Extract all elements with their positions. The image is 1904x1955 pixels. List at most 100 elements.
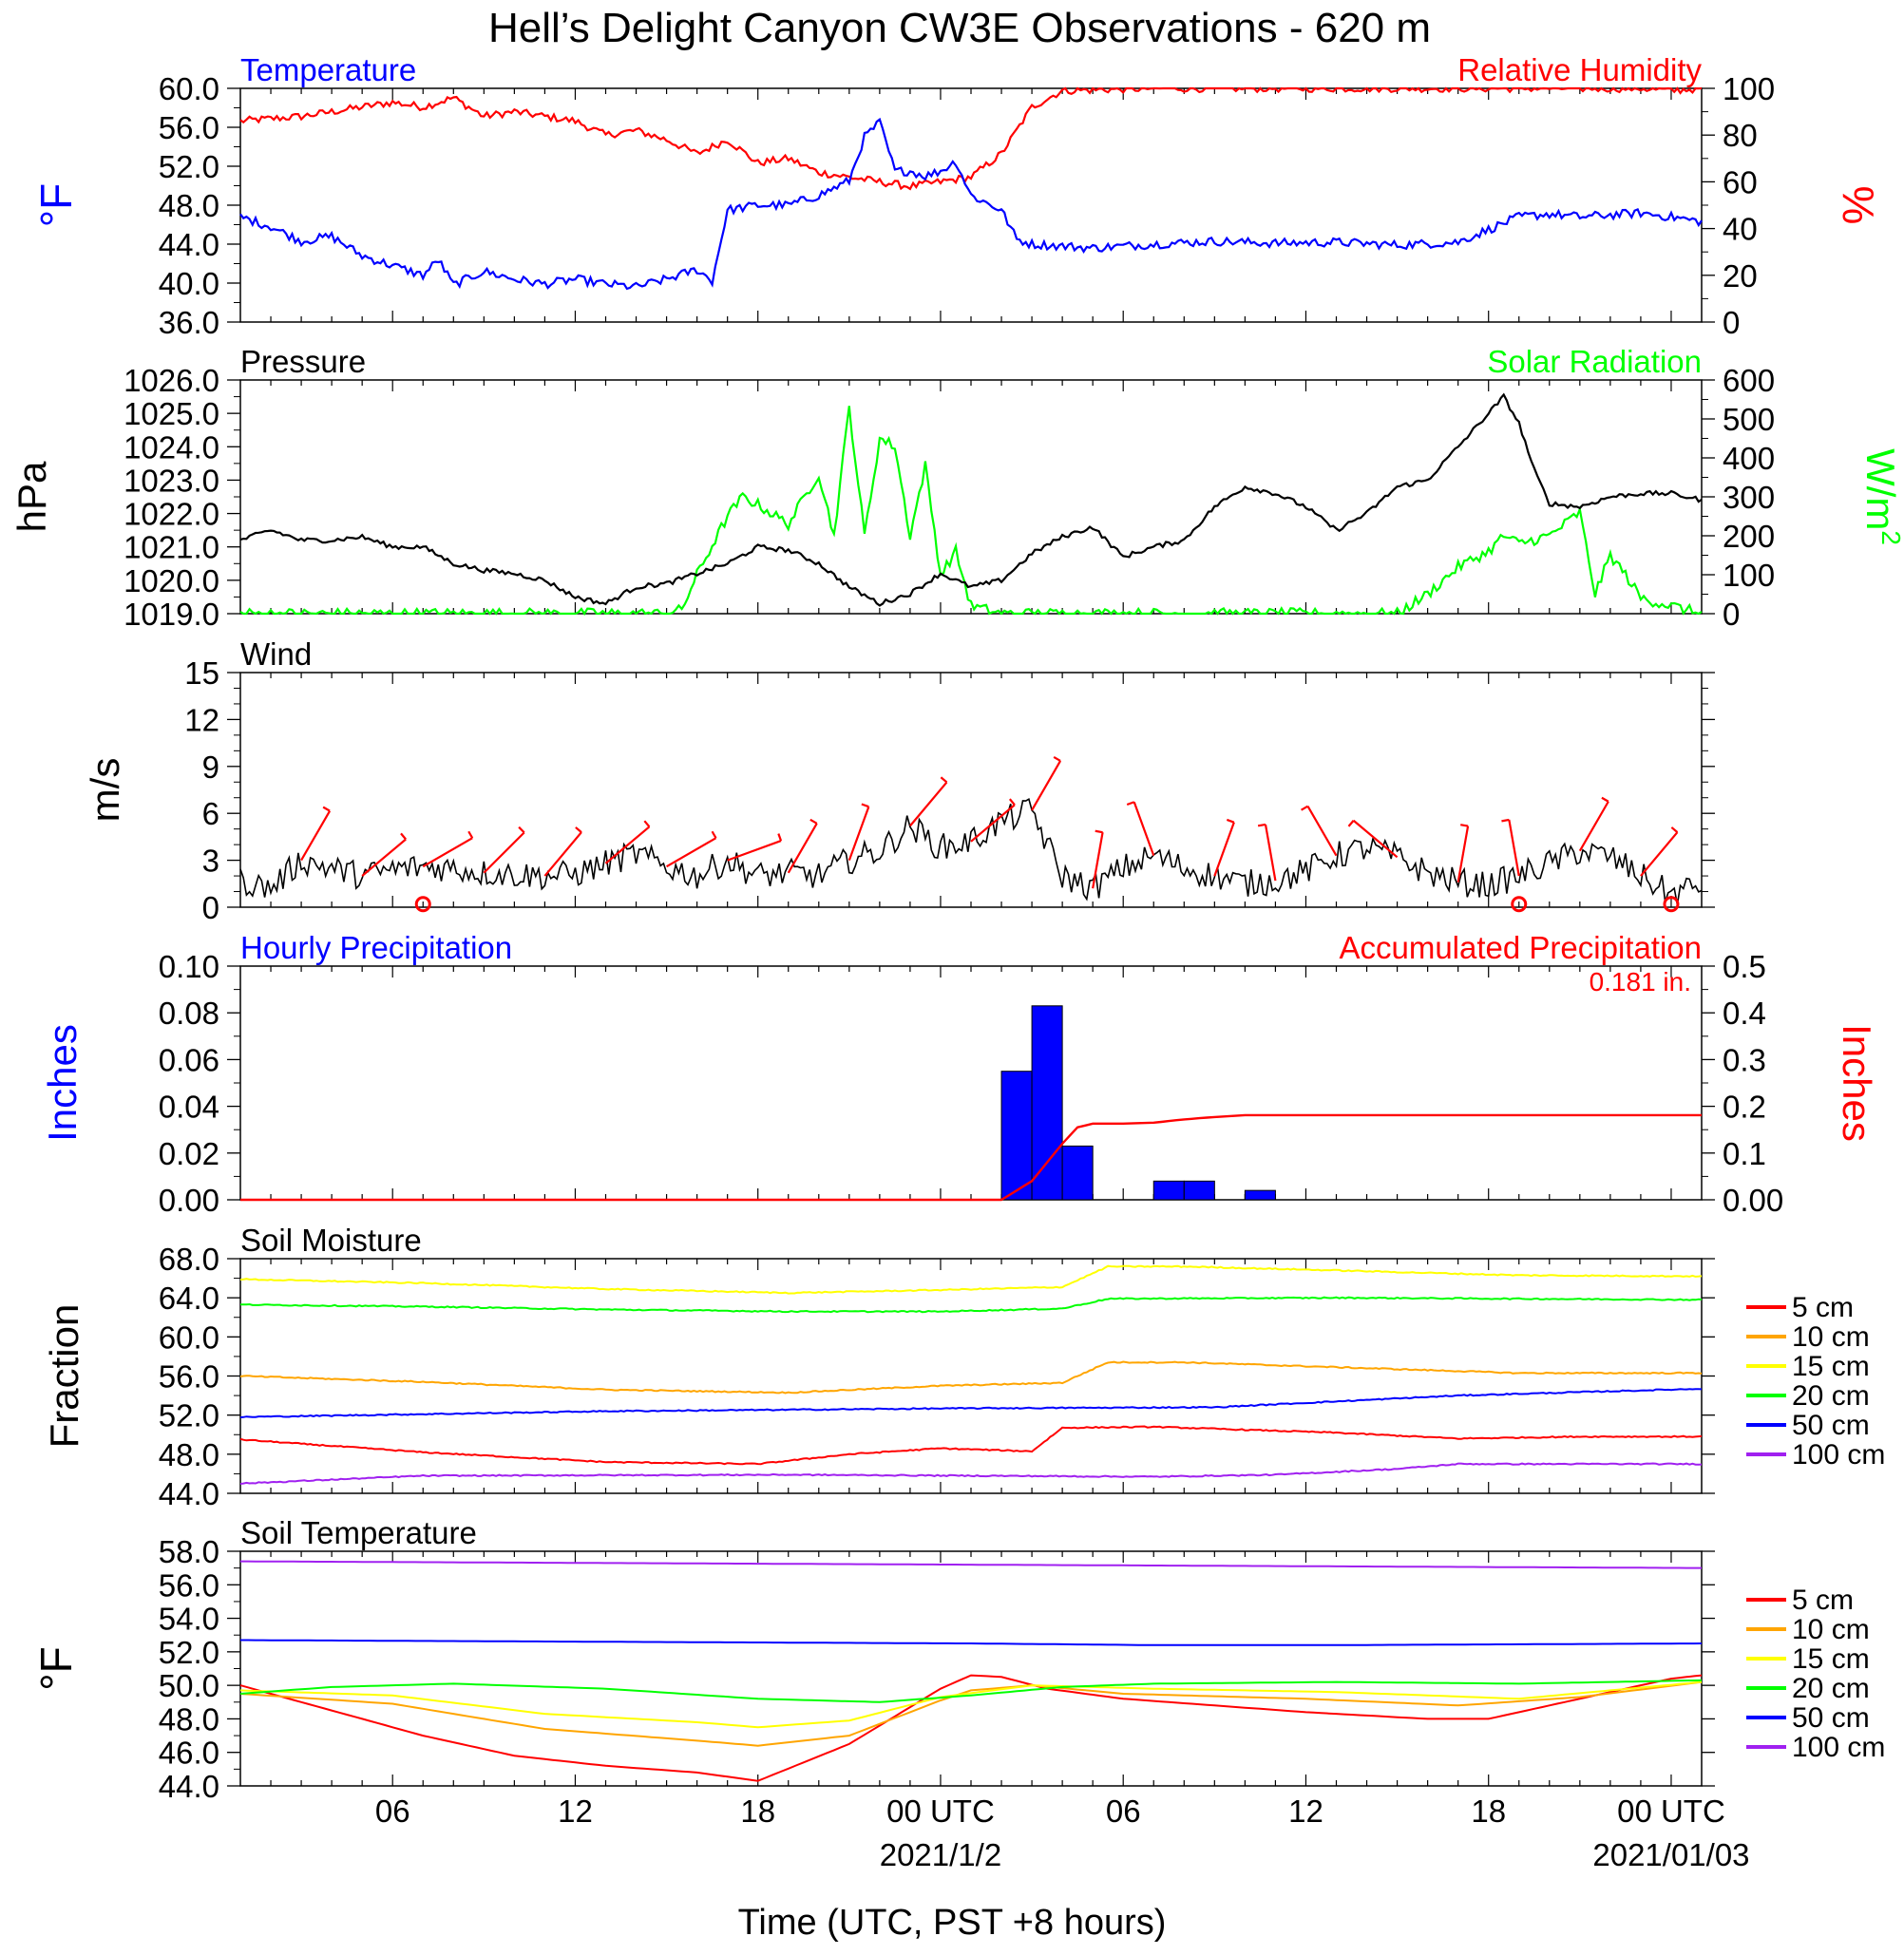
x-tick-label: 12 (1288, 1794, 1323, 1829)
wind-barb (1578, 801, 1609, 852)
accumulated-precip-total: 0.181 in. (1590, 967, 1691, 996)
soil-temp-legend-label: 10 cm (1792, 1614, 1870, 1645)
temp-rh-panel-ytick-label-left: 56.0 (159, 110, 219, 145)
wind-barb (787, 823, 818, 874)
wind-barb (727, 840, 782, 862)
temp-rh-panel-ytick-label-left: 52.0 (159, 149, 219, 184)
precip-panel-ytick-label-right: 0.4 (1723, 996, 1766, 1031)
soil-temperature-line (239, 1674, 1703, 1782)
precip-panel-ytick-label-left: 0.02 (159, 1136, 219, 1171)
temp-rh-panel-ytick-label-right: 60 (1723, 164, 1758, 199)
wind-barb (1264, 824, 1277, 882)
precip-ylabel-right: Inches (1835, 1024, 1879, 1142)
pressure-solar-panel-ytick-label-left: 1026.0 (124, 363, 219, 398)
temp-rh-panel-ytick-label-right: 20 (1723, 258, 1758, 294)
wind-calm-marker (1663, 896, 1680, 913)
soil-moisture-line (239, 1296, 1703, 1314)
relative-humidity-title: Relative Humidity (1457, 52, 1702, 87)
pressure-line (239, 392, 1703, 607)
soil-moisture-legend-label: 10 cm (1792, 1321, 1870, 1353)
hourly-precip-bar (1031, 1005, 1063, 1201)
soil-temp-panel-ytick-label-left: 54.0 (159, 1602, 219, 1637)
pressure-solar-panel-ytick-label-right: 400 (1723, 441, 1775, 476)
soil-moisture-panel-ytick-label-left: 56.0 (159, 1359, 219, 1395)
x-date-label: 2021/1/2 (880, 1837, 1001, 1872)
pressure-solar-panel-ytick-label-right: 100 (1723, 558, 1775, 593)
soil-temperature-title: Soil Temperature (240, 1515, 477, 1550)
soil-moisture-panel-ytick-label-left: 52.0 (159, 1398, 219, 1433)
precip-panel-ytick-label-right: 0.1 (1723, 1136, 1766, 1171)
wind-barb (483, 831, 525, 874)
wind-barb (1640, 831, 1679, 877)
x-tick-label: 00 UTC (1617, 1794, 1725, 1829)
wind-barb-flag (1095, 829, 1103, 834)
soil-temp-panel-ytick-label-left: 56.0 (159, 1567, 219, 1603)
wind-barb (1213, 822, 1235, 877)
wind-barb-flag (1501, 818, 1510, 823)
wind-panel-ytick-label-left: 3 (202, 844, 219, 879)
pressure-solar-panel-ytick-label-left: 1021.0 (124, 530, 219, 565)
soil-moisture-line (239, 1264, 1703, 1295)
soil-temperature-line (239, 1680, 1703, 1747)
soil-temperature-ylabel: °F (31, 1646, 81, 1691)
pressure-solar-panel-ytick-label-left: 1023.0 (124, 463, 219, 498)
wind-barb-flag (400, 832, 407, 841)
wind-panel-ytick-label-left: 0 (202, 890, 219, 925)
soil-moisture-line (239, 1388, 1703, 1418)
wind-barb-flag (711, 830, 717, 839)
wind-barb-flag (643, 820, 651, 828)
wind-barb-flag (1257, 823, 1266, 827)
soil-temp-panel-ytick-label-left: 46.0 (159, 1736, 219, 1771)
temp-rh-panel-ytick-label-left: 44.0 (159, 227, 219, 262)
soil-moisture-ylabel: Fraction (42, 1304, 86, 1449)
soil-moisture-panel-ytick-label-left: 68.0 (159, 1242, 219, 1277)
wind-barb-flag (1347, 820, 1355, 827)
wind-barb-flag (1226, 818, 1235, 824)
soil-moisture-legend-label: 5 cm (1792, 1292, 1854, 1323)
soil-temperature-line (240, 1560, 1702, 1569)
soil-moisture-panel-ytick-label-left: 60.0 (159, 1319, 219, 1355)
wind-panel-ytick-label-left: 9 (202, 750, 219, 785)
pressure-solar-panel-ytick-label-right: 500 (1723, 402, 1775, 437)
wind-barb (361, 838, 407, 877)
soil-moisture-panel-ytick-label-left: 64.0 (159, 1281, 219, 1316)
wind-panel-ytick-label-left: 6 (202, 796, 219, 831)
wind-speed-line (239, 797, 1703, 905)
wind-ylabel: m/s (83, 758, 127, 823)
accumulated-precip-title: Accumulated Precipitation (1339, 930, 1702, 965)
temp-rh-panel-ytick-label-left: 40.0 (159, 266, 219, 301)
pressure-ylabel: hPa (10, 461, 54, 532)
soil-moisture-panel-ytick-label-left: 44.0 (159, 1476, 219, 1511)
soil-temp-panel-ytick-label-left: 44.0 (159, 1769, 219, 1804)
x-tick-label: 18 (740, 1794, 775, 1829)
wind-barb-flag (1008, 798, 1016, 806)
pressure-title: Pressure (240, 344, 366, 379)
pressure-solar-panel-ytick-label-left: 1025.0 (124, 396, 219, 431)
soil-temp-legend-label: 20 cm (1792, 1673, 1870, 1704)
wind-barb-flag (861, 803, 869, 808)
soil-moisture-title: Soil Moisture (240, 1223, 422, 1258)
soil-moisture-legend-label: 20 cm (1792, 1380, 1870, 1412)
wind-barb (666, 837, 717, 868)
pressure-solar-panel-ytick-label-left: 1019.0 (124, 597, 219, 632)
wind-barb-flag (777, 833, 783, 842)
temp-rh-panel-ytick-label-right: 0 (1723, 305, 1740, 340)
pressure-solar-panel-ytick-label-left: 1024.0 (124, 429, 219, 465)
wind-barb (1092, 831, 1104, 889)
wind-barb (1457, 826, 1470, 883)
wind-barb (422, 837, 473, 868)
pressure-solar-panel-ytick-label-left: 1020.0 (124, 563, 219, 598)
soil-temp-legend-label: 100 cm (1792, 1732, 1885, 1763)
temp-rh-panel-ytick-label-right: 40 (1723, 212, 1758, 247)
wind-barb-flag (940, 776, 948, 784)
pressure-solar-panel-ytick-label-right: 200 (1723, 519, 1775, 554)
relative-humidity-line (239, 86, 1703, 191)
wind-barb-flag (1301, 805, 1309, 811)
hourly-precip-bar (1061, 1145, 1094, 1201)
x-axis-label: Time (UTC, PST +8 hours) (738, 1903, 1167, 1943)
wind-barb-flag (518, 826, 525, 834)
x-tick-label: 00 UTC (886, 1794, 995, 1829)
wind-barb-flag (1670, 826, 1679, 833)
soil-temp-panel-ytick-label-left: 48.0 (159, 1701, 219, 1737)
